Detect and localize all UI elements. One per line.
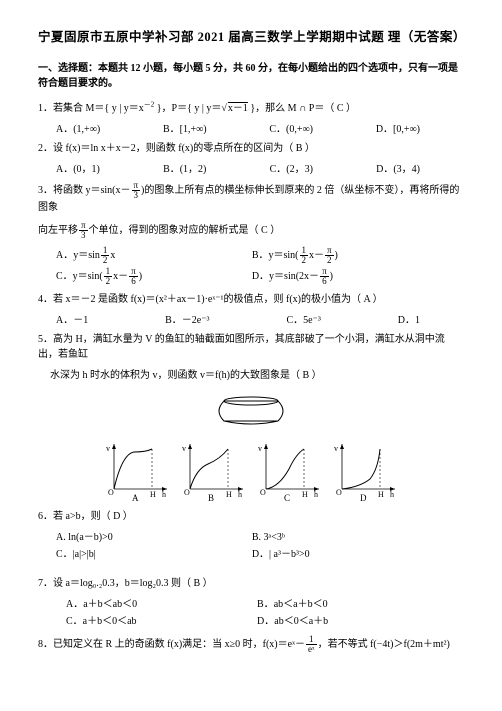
question-7: 7．设 a＝log₀.₂0.3，b＝log₂0.3 则（ B ） xyxy=(38,576,464,591)
exam-page: 宁夏固原市五原中学补习部 2021 届高三数学上学期期中试题 理（无答案） 一、… xyxy=(0,0,502,680)
svg-text:O: O xyxy=(184,488,190,497)
q4-opt-d: D．1 xyxy=(398,313,420,328)
question-8: 8．已知定义在 R 上的奇函数 f(x)满足：当 x≥0 时，f(x)＝eˣ－1… xyxy=(38,635,464,654)
q6-opt-c: C．|a|>|b| xyxy=(56,547,252,562)
svg-text:H: H xyxy=(302,490,308,499)
q4-opt-b: B．－2e⁻³ xyxy=(165,313,209,328)
tank-figure xyxy=(38,389,464,431)
frac-1-ex: 1eˣ xyxy=(306,635,317,654)
svg-text:B: B xyxy=(208,493,214,501)
question-3b: 向左平移π3个单位，得到的图象对应的解析式是（ C ） xyxy=(38,221,464,240)
svg-text:A: A xyxy=(132,493,139,501)
svg-text:v: v xyxy=(334,444,338,453)
frac-pi-3b: π3 xyxy=(79,221,88,240)
q3-part4: 个单位，得到的图象对应的解析式是（ C ） xyxy=(89,225,281,236)
question-1: 1．若集合 M＝{ y | y＝x－2 }，P＝{ y | y＝√x－1 }，那… xyxy=(38,101,464,116)
q1-options: A．(1,+∞) B．[1,+∞) C．(0,+∞) D．[0,+∞) xyxy=(38,122,464,137)
q3-opt-c: C．y＝sin(12x－π6) xyxy=(56,267,252,286)
svg-text:v: v xyxy=(258,444,262,453)
svg-text:h: h xyxy=(314,490,318,499)
q8-part2: ，若不等式 f(−4t)＞f(2m＋mt²) xyxy=(318,639,450,650)
q1-opt-c: C．(0,+∞) xyxy=(269,122,313,137)
q6-options: A. ln(a－b)>0 B. 3ᵃ<3ᵇ C．|a|>|b| D．| a³－b… xyxy=(38,530,464,564)
svg-text:D: D xyxy=(360,493,367,501)
graph-d: O H h v D xyxy=(330,439,400,501)
graph-b: O H h v B xyxy=(178,439,248,501)
page-title: 宁夏固原市五原中学补习部 2021 届高三数学上学期期中试题 理（无答案） xyxy=(38,28,464,47)
q3-options: A．y＝sin12x B．y＝sin(12x－π2) C．y＝sin(12x－π… xyxy=(38,246,464,288)
q3-part1: 3．将函数 y＝sin(x－ xyxy=(38,185,131,196)
q7-opt-c: C．a＋b＜0＜ab xyxy=(66,614,257,629)
svg-text:h: h xyxy=(238,490,242,499)
q1-opt-b: B．[1,+∞) xyxy=(163,122,207,137)
graph-c: O H h v C xyxy=(254,439,324,501)
question-6: 6．若 a>b，则（ D ） xyxy=(38,509,464,524)
graph-a: O H h v A xyxy=(102,439,172,501)
question-5b: 水深为 h 时水的体积为 v，则函数 v＝f(h)的大致图象是（ B ） xyxy=(38,368,464,383)
question-2: 2．设 f(x)＝ln x＋x－2，则函数 f(x)的零点所在的区间为（ B ） xyxy=(38,141,464,156)
svg-text:O: O xyxy=(260,488,266,497)
svg-text:H: H xyxy=(226,490,232,499)
svg-text:h: h xyxy=(390,490,394,499)
q1-opt-d: D．[0,+∞) xyxy=(376,122,420,137)
svg-text:C: C xyxy=(284,493,290,501)
q7-opt-d: D．ab＜0＜a＋b xyxy=(257,614,448,629)
question-5a: 5．高为 H，满缸水量为 V 的鱼缸的轴截面如图所示，其底部破了一个小洞，满缸水… xyxy=(38,332,464,362)
graphs-row: O H h v A O H h v B O xyxy=(38,439,464,501)
q4-opt-a: A．－1 xyxy=(56,313,88,328)
q6-opt-b: B. 3ᵃ<3ᵇ xyxy=(252,530,448,545)
svg-text:O: O xyxy=(336,488,342,497)
q6-opt-d: D．| a³－b³>0 xyxy=(252,547,448,562)
svg-text:H: H xyxy=(378,490,384,499)
q2-opt-c: C．(2，3) xyxy=(270,162,313,177)
q2-opt-d: D．(3，4) xyxy=(376,162,420,177)
q1-text: 1．若集合 xyxy=(38,103,86,114)
svg-text:H: H xyxy=(150,490,156,499)
q7-options: A．a＋b＜ab＜0 B．ab＜a＋b＜0 C．a＋b＜0＜ab D．ab＜0＜… xyxy=(38,597,464,631)
q3-opt-b: B．y＝sin(12x－π2) xyxy=(252,246,448,265)
question-4: 4．若 x＝－2 是函数 f(x)＝(x²＋ax－1)·eˣ⁻¹的极值点，则 f… xyxy=(38,292,464,307)
q3-part3: 向左平移 xyxy=(38,225,78,236)
q7-opt-a: A．a＋b＜ab＜0 xyxy=(66,597,257,612)
svg-text:O: O xyxy=(108,488,114,497)
q4-opt-c: C．5e⁻³ xyxy=(286,313,320,328)
q8-part1: 8．已知定义在 R 上的奇函数 f(x)满足：当 x≥0 时，f(x)＝eˣ－ xyxy=(38,639,305,650)
svg-text:h: h xyxy=(162,490,166,499)
q1-opt-a: A．(1,+∞) xyxy=(56,122,100,137)
q2-opt-a: A．(0，1) xyxy=(56,162,100,177)
q6-opt-a: A. ln(a－b)>0 xyxy=(56,530,252,545)
q4-options: A．－1 B．－2e⁻³ C．5e⁻³ D．1 xyxy=(38,313,464,328)
q3-opt-d: D．y＝sin(2x－π6) xyxy=(252,267,448,286)
q2-opt-b: B．(1，2) xyxy=(163,162,206,177)
q7-opt-b: B．ab＜a＋b＜0 xyxy=(257,597,448,612)
question-3: 3．将函数 y＝sin(x－π3)的图象上所有点的横坐标伸长到原来的 2 倍（纵… xyxy=(38,181,464,215)
q3-opt-a: A．y＝sin12x xyxy=(56,246,252,265)
spacer xyxy=(38,568,464,576)
svg-text:v: v xyxy=(182,444,186,453)
q2-options: A．(0，1) B．(1，2) C．(2，3) D．(3，4) xyxy=(38,162,464,177)
frac-pi-3: π3 xyxy=(132,181,141,200)
svg-text:v: v xyxy=(106,444,110,453)
tank-svg xyxy=(206,389,296,431)
q1-set-m: M＝{ y | y＝x－2 }，P＝{ y | y＝√x－1 }，那么 M ∩ … xyxy=(86,103,357,114)
section-header: 一、选择题：本题共 12 小题，每小题 5 分，共 60 分，在每小题给出的四个… xyxy=(38,61,464,91)
